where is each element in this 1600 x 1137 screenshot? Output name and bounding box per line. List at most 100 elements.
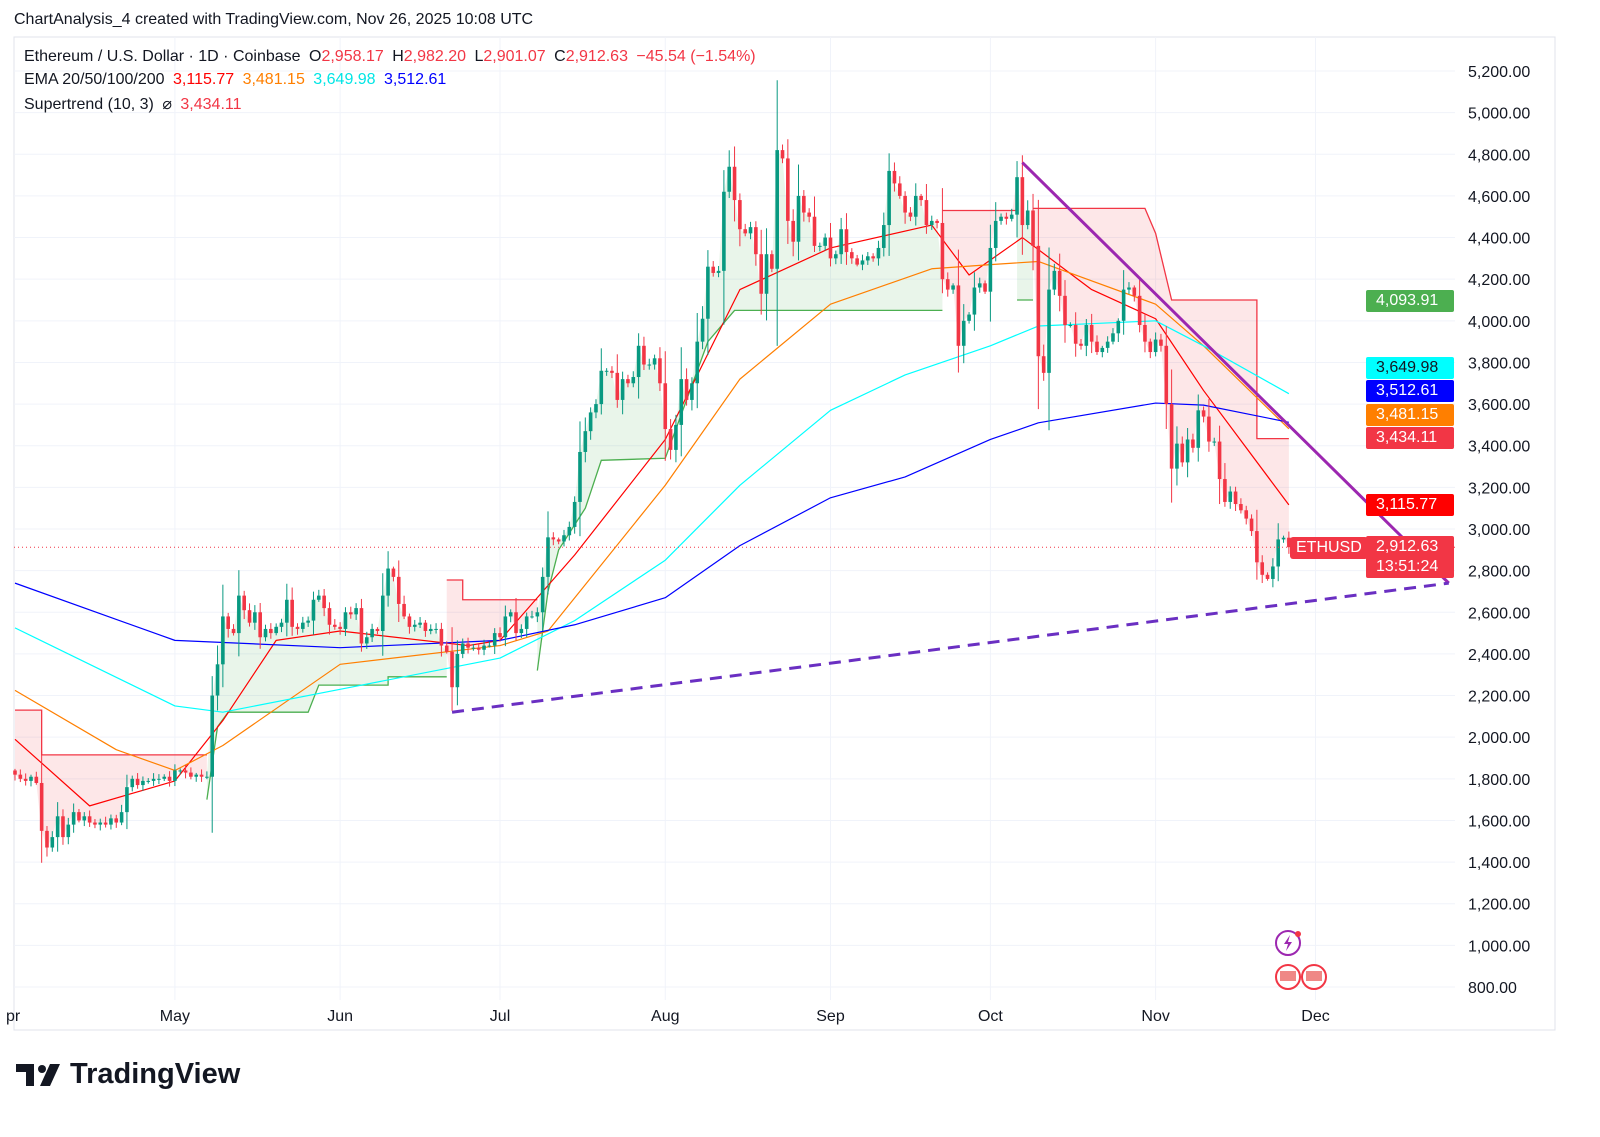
candles	[13, 80, 1455, 863]
candle	[919, 193, 923, 206]
candle-body	[977, 283, 982, 288]
candle	[1207, 399, 1211, 452]
candle	[317, 589, 321, 602]
candle-body	[327, 608, 332, 625]
candle-body	[61, 816, 65, 838]
candle	[578, 421, 582, 537]
candle	[476, 644, 481, 655]
candle	[1153, 332, 1158, 357]
candle-body	[1041, 356, 1046, 373]
candle-body	[1207, 416, 1211, 442]
supertrend-fill	[1017, 177, 1034, 300]
visibility-icon[interactable]: ⌀	[162, 96, 172, 113]
candle-body	[647, 364, 652, 366]
candle-body	[1031, 210, 1035, 246]
candle	[1015, 161, 1019, 238]
price-tick-label: 5,000.00	[1468, 106, 1530, 123]
candle-body	[1047, 289, 1051, 373]
candle	[1281, 535, 1286, 543]
tradingview-logo[interactable]: TradingView	[16, 1058, 240, 1091]
supertrend-title: Supertrend (10, 3)	[24, 96, 154, 113]
candle	[972, 272, 977, 331]
candle	[668, 419, 673, 460]
candle-body	[1276, 539, 1281, 567]
candle-body	[269, 628, 273, 634]
price-tick-label: 2,600.00	[1468, 605, 1530, 622]
candle	[572, 496, 577, 534]
candle-body	[1217, 441, 1222, 480]
candle	[1127, 282, 1131, 294]
candle	[988, 224, 993, 322]
candle	[215, 645, 220, 711]
candle-body	[530, 616, 534, 618]
candle	[658, 347, 662, 392]
candle-body	[594, 404, 598, 413]
candle	[327, 602, 332, 635]
candle	[556, 537, 561, 545]
candle-body	[855, 258, 859, 265]
candle	[274, 623, 278, 636]
candle-body	[1201, 410, 1206, 417]
candle-body	[221, 616, 225, 665]
candle	[1228, 486, 1233, 509]
high-value: 2,982.20	[403, 48, 467, 65]
supertrend-legend[interactable]: Supertrend (10, 3) ⌀ 3,434.11	[24, 94, 246, 114]
candle-body	[1137, 295, 1142, 325]
candle	[295, 623, 300, 635]
candle-body	[722, 191, 726, 271]
candle	[834, 250, 838, 265]
ema-legend[interactable]: EMA 20/50/100/200 3,115.77 3,481.15 3,64…	[24, 71, 450, 89]
candle-body	[556, 539, 561, 542]
candle-body	[1244, 510, 1249, 519]
candle-body	[887, 170, 891, 226]
candle	[269, 623, 273, 639]
candle-body	[93, 822, 97, 825]
candle-body	[301, 622, 305, 629]
candle-body	[1068, 324, 1073, 326]
candle-body	[1079, 343, 1083, 346]
symbol-legend[interactable]: Ethereum / U.S. Dollar · 1D · Coinbase O…	[24, 48, 760, 66]
candle-body	[322, 595, 326, 609]
candle-body	[370, 628, 374, 638]
candle	[1068, 322, 1073, 328]
candle	[977, 277, 982, 293]
candle	[812, 196, 817, 253]
candle-body	[402, 603, 406, 617]
candle-body	[695, 341, 700, 384]
candle	[924, 184, 929, 234]
candle	[34, 771, 39, 785]
candle-body	[45, 830, 49, 848]
price-tick-label: 2,400.00	[1468, 647, 1530, 664]
last-price-label: 2,912.63 13:51:24	[1366, 536, 1454, 578]
supertrend-fill	[446, 580, 538, 688]
candle	[1084, 318, 1089, 357]
candle	[1121, 270, 1126, 335]
candle-body	[935, 220, 939, 223]
candle	[354, 603, 358, 620]
time-axis[interactable]: pr May Jun Jul Aug Sep Oct Nov Dec	[6, 1008, 1330, 1025]
candle	[599, 348, 604, 415]
candle-body	[1020, 177, 1025, 226]
candle-body	[279, 622, 284, 627]
candle	[1041, 344, 1046, 381]
candle-body	[258, 612, 262, 638]
candle	[775, 80, 779, 346]
candle	[1255, 509, 1259, 580]
event-markers[interactable]	[1275, 930, 1327, 990]
candle	[684, 368, 689, 406]
candle-body	[98, 822, 103, 825]
flag-glyph	[1306, 971, 1322, 981]
candle-body	[748, 227, 753, 234]
candle	[407, 613, 412, 634]
candle	[1004, 212, 1009, 225]
logo-text: TradingView	[70, 1058, 241, 1090]
candle	[18, 769, 23, 783]
price-axis[interactable]: 800.00 1,000.00 1,200.00 1,400.00 1,600.00 1,…	[1468, 64, 1530, 997]
ascending-support-trendline	[451, 581, 1449, 714]
supertrend-down-line	[446, 579, 538, 601]
candle-body	[231, 628, 236, 634]
candle-body	[897, 183, 902, 196]
candle-body	[983, 283, 987, 292]
candle	[1191, 433, 1195, 453]
